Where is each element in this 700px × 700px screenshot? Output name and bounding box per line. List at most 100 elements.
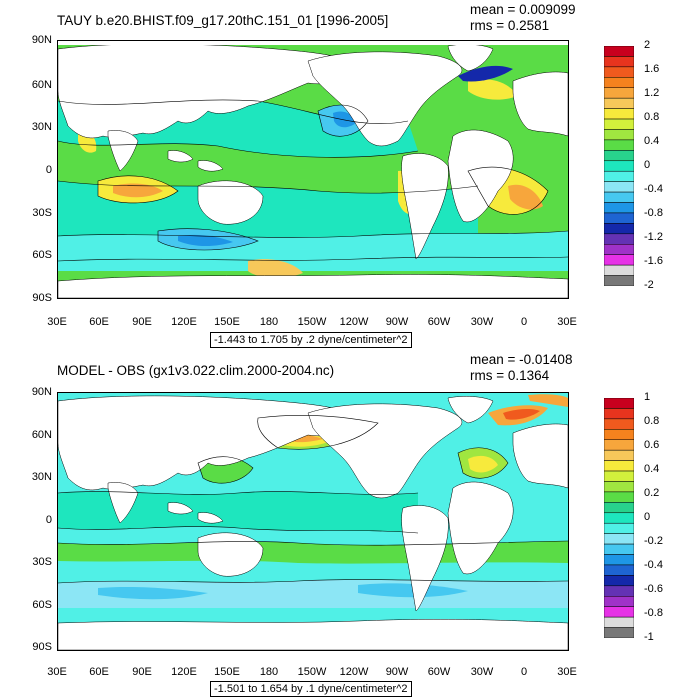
colorbar-swatch	[603, 139, 635, 151]
lat-label: 30S	[32, 207, 52, 219]
land-europe	[512, 71, 568, 137]
colorbar-swatch	[603, 118, 635, 130]
lon-label: 30E	[557, 316, 577, 328]
colorbar-swatch	[603, 254, 635, 266]
colorbar-swatch	[603, 429, 635, 440]
colorbar-swatch	[603, 150, 635, 162]
panel-2-map	[57, 392, 569, 651]
field-region	[528, 394, 568, 407]
lat-label: 90S	[32, 292, 52, 304]
colorbar-swatch	[603, 606, 635, 618]
panel-1-colorbar-svg	[603, 45, 635, 287]
colorbar-swatch	[603, 77, 635, 88]
lon-label: 90E	[132, 666, 152, 678]
colorbar-swatch	[603, 87, 635, 99]
colorbar-swatch	[603, 533, 635, 545]
panel-1-map-svg	[58, 41, 568, 298]
colorbar-swatch	[603, 491, 635, 503]
lon-label: 90W	[385, 666, 409, 678]
colorbar-swatch	[603, 512, 635, 524]
colorbar-swatch	[603, 97, 635, 109]
colorbar-swatch	[603, 564, 635, 576]
colorbar-label: 1.6	[644, 63, 660, 75]
colorbar-swatch	[603, 460, 635, 472]
land-australia	[197, 532, 264, 577]
lon-label: 180	[259, 666, 279, 678]
lon-label: 30E	[557, 666, 577, 678]
lon-label: 30W	[470, 316, 494, 328]
colorbar-swatch	[603, 244, 635, 255]
land-antarctica	[58, 274, 568, 298]
colorbar-label: 0.4	[644, 135, 660, 147]
land-south-america	[401, 153, 449, 260]
lat-label: 30S	[32, 556, 52, 568]
colorbar-label: 0.8	[644, 415, 660, 427]
lat-label: 90N	[31, 386, 52, 398]
colorbar-label: -0.8	[644, 607, 663, 619]
field-region	[113, 183, 163, 198]
land-indonesia	[167, 502, 194, 515]
lon-label: 30E	[47, 316, 67, 328]
colorbar-swatch	[603, 481, 635, 493]
lon-label: 60E	[89, 316, 109, 328]
land-europe	[512, 423, 568, 489]
lon-label: 0	[520, 316, 528, 328]
arctic-cap	[58, 41, 568, 45]
colorbar-swatch	[603, 181, 635, 193]
panel-2-mean: mean = -0.01408	[470, 352, 573, 367]
lat-label: 0	[45, 514, 52, 526]
colorbar-swatch	[603, 56, 635, 68]
colorbar-swatch	[603, 543, 635, 555]
lat-label: 60N	[31, 429, 52, 441]
lon-label: 150W	[297, 666, 327, 678]
colorbar-swatch	[603, 45, 635, 57]
colorbar-swatch	[603, 439, 635, 451]
land-south-america	[401, 505, 449, 612]
panel-1-rms: rms = 0.2581	[470, 18, 550, 33]
colorbar-label: 0	[644, 159, 651, 171]
colorbar-swatch	[603, 397, 635, 409]
colorbar-swatch	[603, 575, 635, 587]
panel-2-title: MODEL - OBS (gx1v3.022.clim.2000-2004.nc…	[57, 363, 335, 378]
colorbar-swatch	[603, 418, 635, 430]
contour-lines	[58, 99, 568, 262]
colorbar-swatch	[603, 264, 635, 276]
colorbar-swatch	[603, 470, 635, 482]
colorbar-label: -1.2	[644, 231, 663, 243]
lon-label: 120E	[171, 316, 197, 328]
colorbar-label: 1.2	[644, 87, 660, 99]
field-region	[468, 455, 498, 473]
colorbar-label: -0.2	[644, 535, 663, 547]
lat-label: 60N	[31, 79, 52, 91]
colorbar-swatch	[603, 202, 635, 214]
lon-label: 30E	[47, 666, 67, 678]
panel-1-colorbar	[603, 45, 635, 287]
lat-label: 30N	[31, 121, 52, 133]
field-region	[468, 79, 518, 100]
panel-2-map-svg	[58, 393, 568, 650]
panel-2-colorbar	[603, 397, 635, 639]
colorbar-swatch	[603, 223, 635, 235]
colorbar-label: 0.6	[644, 439, 660, 451]
lon-label: 150E	[214, 316, 240, 328]
lon-label: 90E	[132, 316, 152, 328]
lon-label: 180	[259, 316, 279, 328]
field-region	[508, 184, 543, 210]
colorbar-swatch	[603, 522, 635, 534]
land-indonesia	[197, 160, 224, 172]
colorbar-label: 0	[644, 511, 651, 523]
field-region	[178, 234, 233, 247]
colorbar-swatch	[603, 449, 635, 461]
panel-2-colorbar-svg	[603, 397, 635, 639]
colorbar-swatch	[603, 408, 635, 420]
panel-1-mean: mean = 0.009099	[470, 2, 576, 17]
panel-1-map	[57, 40, 569, 299]
contour-lines	[58, 414, 568, 584]
colorbar-swatch	[603, 616, 635, 628]
lon-label: 60E	[89, 666, 109, 678]
lat-label: 0	[45, 164, 52, 176]
panel-2-rms: rms = 0.1364	[470, 368, 550, 383]
colorbar-label: -0.8	[644, 207, 663, 219]
lat-label: 60S	[32, 599, 52, 611]
land-north-america	[307, 403, 463, 499]
